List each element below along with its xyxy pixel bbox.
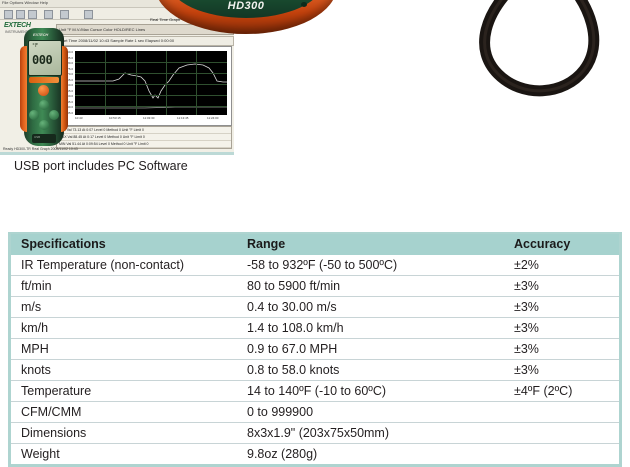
software-window-title: Real Time Graph xyxy=(150,17,181,22)
software-status-bar: Ready HD300-TR Real Graph 2008/11/02 10:… xyxy=(3,147,78,151)
stats-row-max: MAX Val 88.45 At 0:17 Level 0 Method 0 U… xyxy=(57,134,231,141)
cell-specification: Temperature xyxy=(21,384,92,398)
table-row: Temperature 14 to 140ºF (-10 to 60ºC) ±4… xyxy=(11,381,619,402)
hd300-model-label: HD300 xyxy=(227,0,265,12)
toolbar-help-icon xyxy=(84,10,93,19)
cell-range: 0.9 to 67.0 MPH xyxy=(247,342,338,356)
cell-range: 8x3x1.9" (203x75x50mm) xyxy=(247,426,390,440)
software-menu-items: File Options Window Help xyxy=(2,0,49,5)
column-header-range: Range xyxy=(237,234,504,255)
meter-usb-port: USB xyxy=(32,134,56,143)
software-extech-logo: EXTECH xyxy=(4,22,31,29)
stats-row-ave: AVE Val 73.13 At 0:07 Level 0 Method 0 U… xyxy=(57,127,231,134)
cell-accuracy: ±3% xyxy=(514,300,539,314)
meter-keypad xyxy=(29,100,59,132)
cell-accuracy: ±2% xyxy=(514,258,539,272)
meter-function-bar xyxy=(29,77,59,83)
stats-row-min: MIN Val 51.44 At 0:09:54 Level 0 Method … xyxy=(57,141,231,148)
meter-lcd-unit: °F xyxy=(32,43,39,49)
meter-key-left xyxy=(29,110,39,120)
software-chart-area: 90.0 85.0 80.0 75.0 70.0 65.0 60.0 55.0 … xyxy=(56,46,232,126)
meter-trigger-button xyxy=(38,85,49,96)
software-menu-bar: File Options Window Help xyxy=(0,0,234,8)
meter-key-right xyxy=(49,110,59,120)
meter-usb-label: USB xyxy=(34,135,41,139)
hd300-orange-housing: HD300 xyxy=(155,0,337,34)
toolbar-graph-icon xyxy=(44,10,53,19)
cell-specification: Dimensions xyxy=(21,426,87,440)
cell-specification: CFM/CMM xyxy=(21,405,82,419)
handheld-meter-photo: EXTECH °F 000 USB xyxy=(20,28,68,148)
table-row: knots 0.8 to 58.0 knots ±3% xyxy=(11,360,619,381)
cell-range: 0.8 to 58.0 knots xyxy=(247,363,340,377)
meter-grip-left xyxy=(20,46,27,132)
specifications-table: Specifications Range Accuracy IR Tempera… xyxy=(8,232,622,467)
cell-range: 80 to 5900 ft/min xyxy=(247,279,341,293)
chart-plot-area xyxy=(75,51,227,115)
meter-grip-right xyxy=(61,46,68,132)
cell-specification: Weight xyxy=(21,447,60,461)
cell-specification: km/h xyxy=(21,321,49,335)
cell-specification: MPH xyxy=(21,342,49,356)
cell-accuracy: ±3% xyxy=(514,342,539,356)
cell-accuracy: ±3% xyxy=(514,321,539,335)
cell-specification: ft/min xyxy=(21,279,52,293)
meter-lcd-value: 000 xyxy=(32,53,53,67)
cell-accuracy xyxy=(504,423,619,444)
software-parameter-fields[interactable]: Start Time 2008/11/02 10:43 Sample Rate … xyxy=(56,36,234,46)
toolbar-open-icon xyxy=(4,10,13,19)
column-header-specifications: Specifications xyxy=(11,234,237,255)
lanyard-svg xyxy=(479,0,600,97)
product-photo-panel: File Options Window Help EXTECH INSTRUME… xyxy=(0,0,630,155)
cell-accuracy: ±3% xyxy=(514,363,539,377)
toolbar-settings-icon xyxy=(60,10,69,19)
column-header-accuracy: Accuracy xyxy=(504,234,619,255)
table-row: m/s 0.4 to 30.00 m/s ±3% xyxy=(11,297,619,318)
meter-key-up xyxy=(39,100,49,110)
meter-key-down xyxy=(39,120,49,130)
table-body: IR Temperature (non-contact) -58 to 932º… xyxy=(11,255,619,464)
hd300-screw xyxy=(301,2,307,7)
table-row: Dimensions 8x3x1.9" (203x75x50mm) xyxy=(11,423,619,444)
table-row: Weight 9.8oz (280g) xyxy=(11,444,619,465)
software-logo-subtitle: INSTRUMENTS xyxy=(5,30,31,34)
toolbar-save-icon xyxy=(16,10,25,19)
cell-accuracy xyxy=(504,444,619,465)
toolbar-print-icon xyxy=(28,10,37,19)
cell-range: 0 to 999900 xyxy=(247,405,314,419)
hd300-front-face: HD300 xyxy=(169,0,323,18)
chart-y-axis-labels: 90.0 85.0 80.0 75.0 70.0 65.0 60.0 55.0 … xyxy=(67,50,73,115)
table-row: km/h 1.4 to 108.0 km/h ±3% xyxy=(11,318,619,339)
photo-caption: USB port includes PC Software xyxy=(14,159,188,173)
cell-range: 14 to 140ºF (-10 to 60ºC) xyxy=(247,384,387,398)
cell-specification: IR Temperature (non-contact) xyxy=(21,258,185,272)
cell-range: -58 to 932ºF (-50 to 500ºC) xyxy=(247,258,398,272)
cell-accuracy xyxy=(504,402,619,423)
lanyard-cord-photo xyxy=(468,0,608,104)
table-header-row: Specifications Range Accuracy xyxy=(11,234,619,255)
table-row: IR Temperature (non-contact) -58 to 932º… xyxy=(11,255,619,276)
cell-range: 0.4 to 30.00 m/s xyxy=(247,300,337,314)
cell-specification: knots xyxy=(21,363,51,377)
software-statistics-table: AVE Val 73.13 At 0:07 Level 0 Method 0 U… xyxy=(56,126,232,149)
meter-lcd-display: °F 000 xyxy=(28,40,62,76)
cell-accuracy: ±4ºF (2ºC) xyxy=(514,384,573,398)
table-row: CFM/CMM 0 to 999900 xyxy=(11,402,619,423)
table-row: MPH 0.9 to 67.0 MPH ±3% xyxy=(11,339,619,360)
meter-brand-label: EXTECH xyxy=(33,32,49,37)
cell-range: 1.4 to 108.0 km/h xyxy=(247,321,344,335)
cell-accuracy: ±3% xyxy=(514,279,539,293)
table-row: ft/min 80 to 5900 ft/min ±3% xyxy=(11,276,619,297)
cell-specification: m/s xyxy=(21,300,42,314)
cell-range: 9.8oz (280g) xyxy=(247,447,318,461)
hd300-anemometer-photo: HD300 xyxy=(155,0,337,34)
